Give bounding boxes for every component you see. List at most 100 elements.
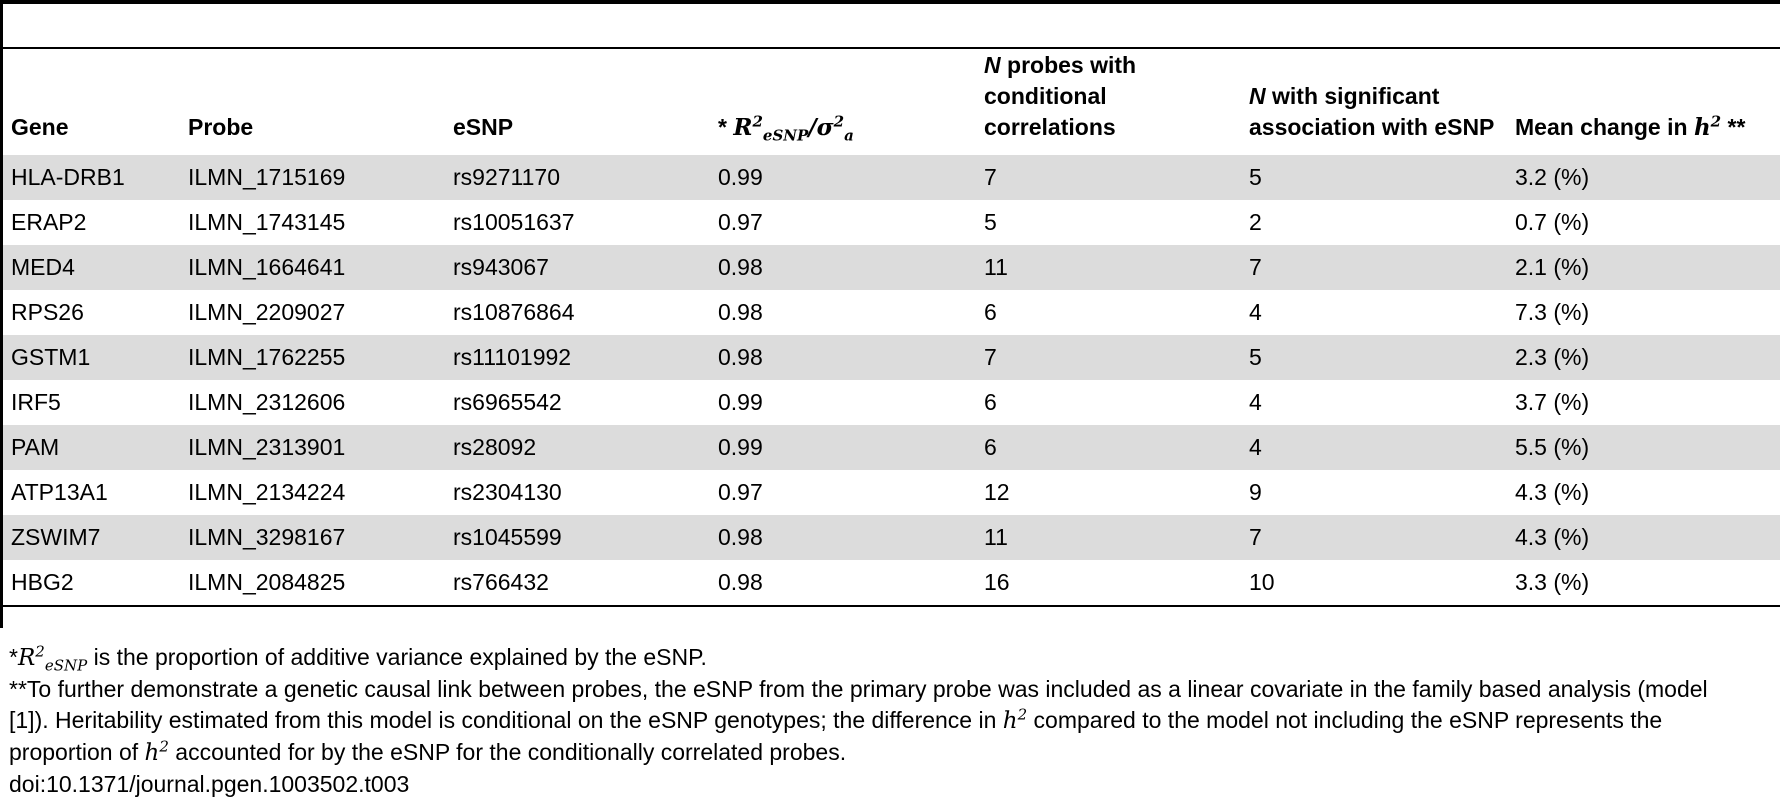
cell-mean-change: 4.3 (%) — [1515, 524, 1590, 550]
cell-esnp: rs11101992 — [453, 344, 572, 370]
cell-r2: 0.97 — [718, 209, 763, 235]
header-r2-sigma-sub: a — [844, 126, 854, 145]
table-row: RPS26 ILMN_2209027 rs10876864 0.98 6 4 7… — [3, 290, 1780, 335]
cell-probe: ILMN_2209027 — [188, 299, 346, 325]
footnote-line3-h: h — [144, 740, 160, 766]
cell-n-probes: 6 — [984, 299, 997, 325]
footnote-covariate-line1: **To further demonstrate a genetic causa… — [9, 676, 1708, 702]
footnote-r2-star: * — [9, 644, 18, 670]
cell-gene: ATP13A1 — [11, 479, 108, 505]
table-row: ATP13A1 ILMN_2134224 rs2304130 0.97 12 9… — [3, 470, 1780, 515]
footnote-r2-symbol: R — [17, 645, 36, 671]
cell-n-significant: 2 — [1249, 209, 1262, 235]
cell-esnp: rs28092 — [453, 434, 537, 460]
footnote-line3-a: proportion of — [9, 739, 145, 765]
cell-esnp: rs6965542 — [453, 389, 562, 415]
header-r2-sup: 2 — [752, 112, 763, 131]
cell-mean-change: 2.1 (%) — [1515, 254, 1590, 280]
footnotes: *R2eSNP is the proportion of additive va… — [9, 642, 1780, 800]
cell-gene: HLA-DRB1 — [11, 164, 125, 190]
cell-probe: ILMN_3298167 — [188, 524, 346, 550]
cell-n-significant: 4 — [1249, 434, 1262, 460]
cell-esnp: rs10051637 — [453, 209, 575, 235]
header-gene: Gene — [11, 114, 69, 140]
cell-r2: 0.98 — [718, 254, 763, 280]
header-esnp: eSNP — [453, 114, 514, 140]
cell-esnp: rs1045599 — [453, 524, 562, 550]
cell-n-probes: 12 — [984, 479, 1010, 505]
footnote-covariate-line3: proportion of h2 accounted for by the eS… — [9, 737, 1780, 769]
cell-n-probes: 7 — [984, 164, 997, 190]
header-mean-change: Mean change in h2 ** — [1507, 48, 1780, 155]
cell-r2: 0.99 — [718, 434, 763, 460]
cell-r2: 0.98 — [718, 569, 763, 595]
footnote-line3-b: accounted for by the eSNP for the condit… — [168, 739, 847, 765]
header-r2-symbol: R — [733, 114, 753, 141]
table-row: ERAP2 ILMN_1743145 rs10051637 0.97 5 2 0… — [3, 200, 1780, 245]
cell-n-probes: 6 — [984, 434, 997, 460]
cell-n-probes: 5 — [984, 209, 997, 235]
cell-mean-change: 3.3 (%) — [1515, 569, 1590, 595]
cell-probe: ILMN_2313901 — [188, 434, 346, 460]
cell-n-significant: 4 — [1249, 299, 1262, 325]
cell-probe: ILMN_1743145 — [188, 209, 346, 235]
cell-n-probes: 7 — [984, 344, 997, 370]
cell-n-probes: 11 — [984, 524, 1008, 550]
cell-probe: ILMN_2312606 — [188, 389, 346, 415]
footnote-r2-sup: 2 — [35, 642, 45, 661]
cell-n-significant: 4 — [1249, 389, 1262, 415]
cell-probe: ILMN_1664641 — [188, 254, 346, 280]
cell-esnp: rs9271170 — [453, 164, 560, 190]
cell-gene: ERAP2 — [11, 209, 87, 235]
cell-probe: ILMN_1715169 — [188, 164, 346, 190]
cell-r2: 0.98 — [718, 344, 763, 370]
cell-n-probes: 11 — [984, 254, 1008, 280]
cell-mean-change: 3.7 (%) — [1515, 389, 1590, 415]
cell-n-significant: 9 — [1249, 479, 1262, 505]
table-row: MED4 ILMN_1664641 rs943067 0.98 11 7 2.1… — [3, 245, 1780, 290]
cell-n-significant: 5 — [1249, 164, 1262, 190]
cell-mean-change: 5.5 (%) — [1515, 434, 1590, 460]
cell-n-probes: 6 — [984, 389, 997, 415]
footnote-line2-sup: 2 — [1017, 705, 1028, 724]
header-r2: * R2eSNP/σ2a — [710, 48, 976, 155]
footnote-line2-b: compared to the model not including the … — [1027, 707, 1663, 733]
footnote-r2-sub: eSNP — [44, 656, 88, 675]
doi-link[interactable]: doi:10.1371/journal.pgen.1003502.t003 — [9, 771, 410, 797]
header-r2-sep: /σ — [808, 114, 834, 141]
data-table: Gene Probe eSNP * R2eSNP/σ2a N probes wi… — [3, 47, 1780, 607]
header-n-probes-text: probes with conditional correlations — [984, 52, 1137, 140]
header-mean-sup: 2 — [1710, 112, 1722, 131]
cell-mean-change: 4.3 (%) — [1515, 479, 1590, 505]
cell-r2: 0.98 — [718, 524, 763, 550]
cell-mean-change: 0.7 (%) — [1515, 209, 1590, 235]
header-n-probes: N probes with conditional correlations — [976, 48, 1241, 155]
cell-gene: IRF5 — [11, 389, 61, 415]
cell-n-significant: 5 — [1249, 344, 1262, 370]
footnote-line2-h: h — [1002, 708, 1018, 734]
footnote-r2: *R2eSNP is the proportion of additive va… — [9, 642, 1780, 674]
header-row: Gene Probe eSNP * R2eSNP/σ2a N probes wi… — [3, 48, 1780, 155]
header-mean-h: h — [1693, 114, 1711, 141]
cell-r2: 0.98 — [718, 299, 763, 325]
cell-esnp: rs766432 — [453, 569, 549, 595]
header-r2-sigma-sup: 2 — [833, 112, 845, 131]
cell-r2: 0.97 — [718, 479, 763, 505]
header-mean-suffix: ** — [1721, 114, 1746, 140]
table-row: GSTM1 ILMN_1762255 rs11101992 0.98 7 5 2… — [3, 335, 1780, 380]
header-probe: Probe — [188, 114, 254, 140]
footnote-line2-a: [1]). Heritability estimated from this m… — [9, 707, 1003, 733]
cell-esnp: rs10876864 — [453, 299, 575, 325]
cell-gene: GSTM1 — [11, 344, 91, 370]
cell-gene: RPS26 — [11, 299, 84, 325]
cell-mean-change: 7.3 (%) — [1515, 299, 1590, 325]
left-rule — [0, 0, 3, 628]
header-mean-text: Mean change in — [1515, 114, 1694, 140]
cell-esnp: rs943067 — [453, 254, 549, 280]
table-row: ZSWIM7 ILMN_3298167 rs1045599 0.98 11 7 … — [3, 515, 1780, 560]
table-row: HLA-DRB1 ILMN_1715169 rs9271170 0.99 7 5… — [3, 155, 1780, 200]
cell-n-significant: 7 — [1249, 524, 1262, 550]
table-row: PAM ILMN_2313901 rs28092 0.99 6 4 5.5 (%… — [3, 425, 1780, 470]
header-r2-prefix: * — [718, 114, 734, 140]
